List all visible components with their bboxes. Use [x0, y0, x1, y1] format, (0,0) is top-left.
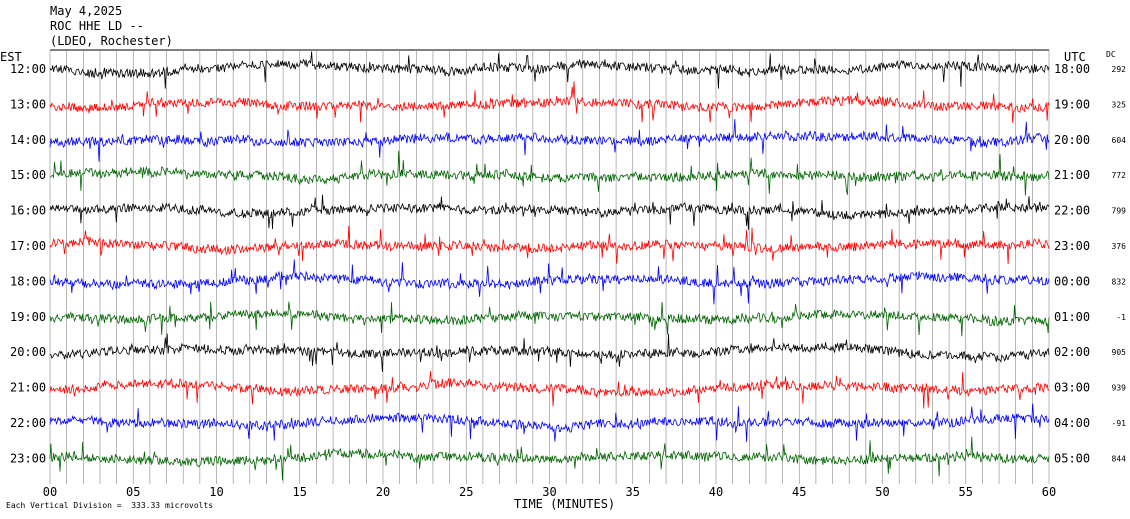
network-label: (LDEO, Rochester): [50, 34, 173, 48]
trace-1900: [49, 301, 1050, 337]
est-hour-label: 22:00: [10, 416, 46, 430]
dc-value: 772: [1112, 171, 1127, 180]
utc-hour-label: 04:00: [1054, 416, 1090, 430]
est-hour-label: 21:00: [10, 381, 46, 395]
est-hour-label: 16:00: [10, 204, 46, 218]
est-hour-label: 14:00: [10, 133, 46, 147]
trace-2000: [49, 333, 1050, 372]
est-hour-label: 23:00: [10, 451, 46, 465]
dc-header: DC: [1106, 50, 1116, 59]
dc-value: 292: [1112, 65, 1127, 74]
trace-1600: [49, 194, 1050, 231]
trace-1400: [49, 119, 1050, 162]
x-tick-label: 10: [209, 485, 223, 499]
x-tick-label: 50: [875, 485, 889, 499]
utc-label: UTC: [1064, 50, 1086, 64]
utc-hour-label: 23:00: [1054, 239, 1090, 253]
est-hour-label: 15:00: [10, 168, 46, 182]
x-tick-label: 60: [1042, 485, 1056, 499]
x-tick-label: 55: [959, 485, 973, 499]
utc-hour-label: 20:00: [1054, 133, 1090, 147]
est-hour-label: 18:00: [10, 274, 46, 288]
seismic-traces: [49, 51, 1050, 481]
station-label: ROC HHE LD --: [50, 19, 144, 33]
est-hour-label: 13:00: [10, 97, 46, 111]
dc-value: -91: [1112, 419, 1127, 428]
dc-value: 939: [1112, 384, 1127, 393]
dc-value: 844: [1112, 454, 1127, 463]
minute-grid: [49, 49, 1050, 484]
est-hour-label: 12:00: [10, 62, 46, 76]
x-tick-label: 45: [792, 485, 806, 499]
trace-1800: [49, 259, 1050, 305]
x-tick-label: 05: [126, 485, 140, 499]
x-tick-label: 20: [376, 485, 390, 499]
utc-hour-label: 18:00: [1054, 62, 1090, 76]
scale-footnote: Each Vertical Division = 333.33 microvol…: [6, 501, 214, 510]
axis-labels: 12:00 18:00 292 13:00 19:00 325 14:00 20:00 604 1…: [10, 62, 1126, 499]
dc-value: 604: [1112, 136, 1127, 145]
trace-2100: [49, 371, 1050, 409]
x-axis-title: TIME (MINUTES): [514, 497, 616, 511]
utc-hour-label: 22:00: [1054, 204, 1090, 218]
x-tick-label: 35: [626, 485, 640, 499]
x-tick-label: 15: [293, 485, 307, 499]
utc-hour-label: 00:00: [1054, 274, 1090, 288]
est-hour-label: 17:00: [10, 239, 46, 253]
utc-hour-label: 05:00: [1054, 451, 1090, 465]
trace-1700: [49, 225, 1050, 265]
trace-1300: [49, 81, 1050, 123]
dc-value: 376: [1112, 242, 1127, 251]
trace-1500: [49, 150, 1050, 196]
utc-hour-label: 19:00: [1054, 97, 1090, 111]
est-hour-label: 19:00: [10, 310, 46, 324]
utc-hour-label: 03:00: [1054, 381, 1090, 395]
dc-value: 905: [1112, 348, 1127, 357]
dc-value: 832: [1112, 277, 1127, 286]
trace-2200: [49, 403, 1050, 442]
utc-hour-label: 02:00: [1054, 345, 1090, 359]
x-tick-label: 30: [542, 485, 556, 499]
x-tick-label: 00: [43, 485, 57, 499]
est-hour-label: 20:00: [10, 345, 46, 359]
est-label: EST: [0, 50, 22, 64]
dc-value: -1: [1116, 313, 1126, 322]
utc-hour-label: 21:00: [1054, 168, 1090, 182]
x-tick-label: 40: [709, 485, 723, 499]
trace-2300: [49, 436, 1050, 481]
dc-value: 799: [1112, 207, 1127, 216]
trace-1200: [49, 51, 1050, 89]
x-tick-label: 25: [459, 485, 473, 499]
utc-hour-label: 01:00: [1054, 310, 1090, 324]
dc-value: 325: [1112, 100, 1127, 109]
date-label: May 4,2025: [50, 4, 123, 18]
